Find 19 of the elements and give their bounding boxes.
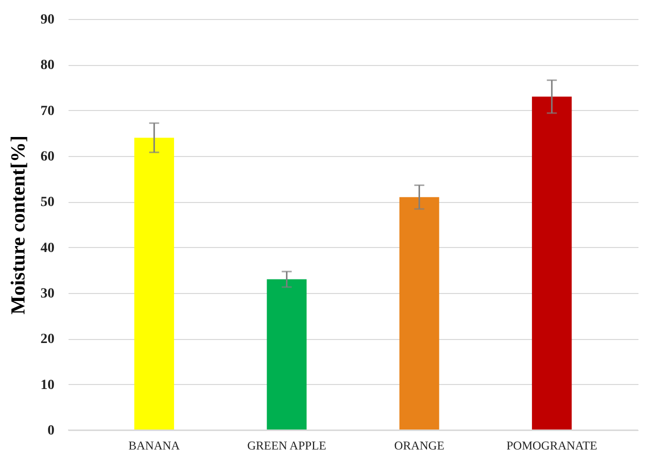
y-tick-label: 80: [40, 58, 54, 74]
y-tick-label: 60: [40, 150, 54, 164]
y-tick-label: 50: [40, 195, 54, 210]
y-tick-label: 30: [40, 286, 54, 302]
y-tick-label: 0: [48, 424, 54, 438]
bar: [532, 96, 572, 430]
x-tick-label: GREEN APPLE: [247, 438, 326, 452]
y-tick-label: 90: [40, 12, 54, 28]
x-tick-label: ORANGE: [394, 438, 444, 452]
y-axis-title: Moisture content[%]: [8, 135, 30, 315]
x-tick-label: POMOGRANATE: [506, 438, 598, 452]
x-tick-label: BANANA: [128, 438, 180, 452]
bar: [134, 138, 174, 430]
y-tick-label: 20: [40, 332, 54, 348]
y-tick-label: 40: [40, 240, 54, 256]
bar: [399, 197, 440, 430]
y-tick-label: 70: [40, 104, 54, 119]
y-tick-label: 10: [40, 378, 54, 393]
bar: [266, 279, 307, 430]
